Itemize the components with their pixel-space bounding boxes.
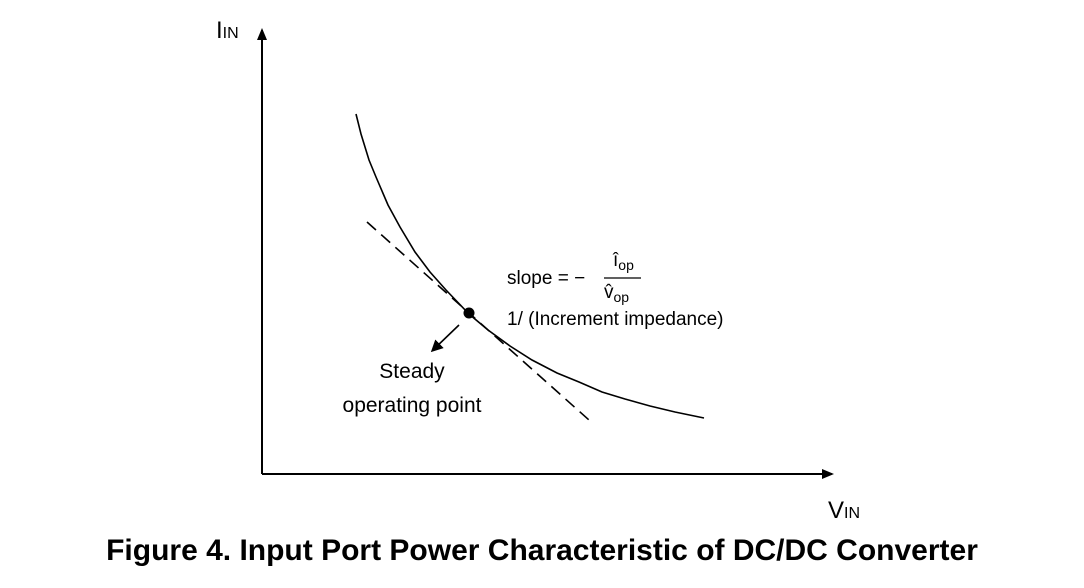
- y-axis-label-sub: IN: [223, 25, 239, 42]
- characteristic-curve: [355, 113, 705, 419]
- operating-point-arrow: [430, 324, 460, 353]
- y-axis-label: IIN: [216, 17, 239, 44]
- slope-prefix: slope = −: [507, 268, 585, 289]
- numerator-char: î: [612, 250, 619, 271]
- tangent-line: [366, 221, 590, 421]
- slope-formula: slope = − îop v̂op: [507, 250, 641, 305]
- numerator-sub: op: [618, 257, 634, 273]
- impedance-label: 1/ (Increment impedance): [507, 309, 724, 330]
- operating-point-dot: [463, 307, 475, 319]
- denominator-sub: op: [614, 289, 630, 305]
- slope-numerator: îop: [612, 250, 634, 273]
- y-axis-label-main: I: [216, 17, 223, 44]
- x-axis-label-main: V: [828, 497, 844, 524]
- x-axis-label: VIN: [828, 497, 860, 524]
- slope-denominator: v̂op: [604, 282, 629, 305]
- x-axis-label-sub: IN: [844, 505, 860, 522]
- figure-caption: Figure 4. Input Port Power Characteristi…: [106, 534, 978, 567]
- denominator-char: v̂: [604, 282, 614, 303]
- steady-label-line2: operating point: [343, 394, 482, 417]
- steady-label-line1: Steady: [379, 360, 445, 383]
